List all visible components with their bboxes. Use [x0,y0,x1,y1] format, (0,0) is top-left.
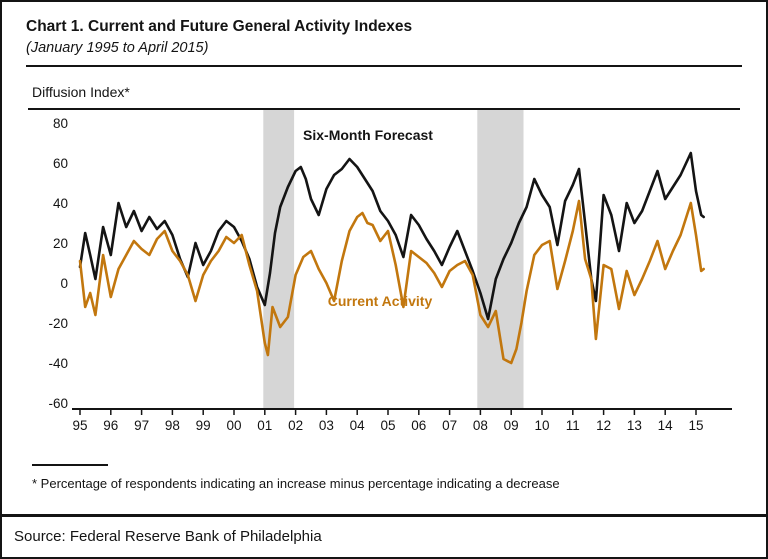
x-tick-label: 12 [596,418,611,433]
series-label-six-month-forecast: Six-Month Forecast [303,127,433,143]
x-tick-label: 10 [534,418,549,433]
x-tick-label: 09 [504,418,519,433]
chart-subtitle: (January 1995 to April 2015) [26,40,209,56]
x-tick-label: 03 [319,418,334,433]
x-tick-label: 01 [257,418,272,433]
x-tick-label: 97 [134,418,149,433]
x-tick-label: 08 [473,418,488,433]
recession-band [477,109,524,409]
recession-band [263,109,295,409]
source-line: Source: Federal Reserve Bank of Philadel… [14,528,322,545]
y-tick-label: 40 [53,196,68,211]
source-rule [2,514,766,517]
x-tick-label: 06 [411,418,426,433]
x-tick-label: 00 [226,418,241,433]
x-tick-label: 15 [688,418,703,433]
series-line-current [78,199,706,365]
x-tick-label: 07 [442,418,457,433]
footnote: * Percentage of respondents indicating a… [32,476,560,491]
x-tick-label: 05 [380,418,395,433]
x-tick-label: 04 [350,418,366,433]
x-tick-label: 11 [566,418,580,433]
header-rule [26,65,742,67]
plot-area: 95 96 97 98 99 00 01 02 03 04 05 06 07 08 09 10 11 12 13 14… [28,107,740,460]
chart-body: Chart 1. Current and Future General Acti… [2,2,766,499]
y-tick-label: 60 [53,156,68,171]
chart-canvas: 95 96 97 98 99 00 01 02 03 04 05 06 07 08 09 10 11 12 13 14… [28,108,740,433]
y-tick-label: -60 [48,396,68,411]
y-tick-label: 80 [53,116,68,131]
series-label-current-activity: Current Activity [327,293,433,309]
x-tick-label: 96 [103,418,118,433]
y-tick-label: -40 [48,356,68,371]
y-tick-label: 20 [53,236,68,251]
x-tick-label: 14 [658,418,674,433]
x-tick-label: 95 [72,418,87,433]
x-tick-label: 13 [627,418,642,433]
x-tick-label: 02 [288,418,303,433]
footnote-rule [32,464,108,466]
y-tick-label: 0 [60,276,68,291]
x-tick-label: 99 [196,418,211,433]
chart-title: Chart 1. Current and Future General Acti… [26,18,413,35]
y-axis-title: Diffusion Index* [32,84,130,100]
x-tick-label: 98 [165,418,180,433]
y-tick-label: -20 [48,316,68,331]
